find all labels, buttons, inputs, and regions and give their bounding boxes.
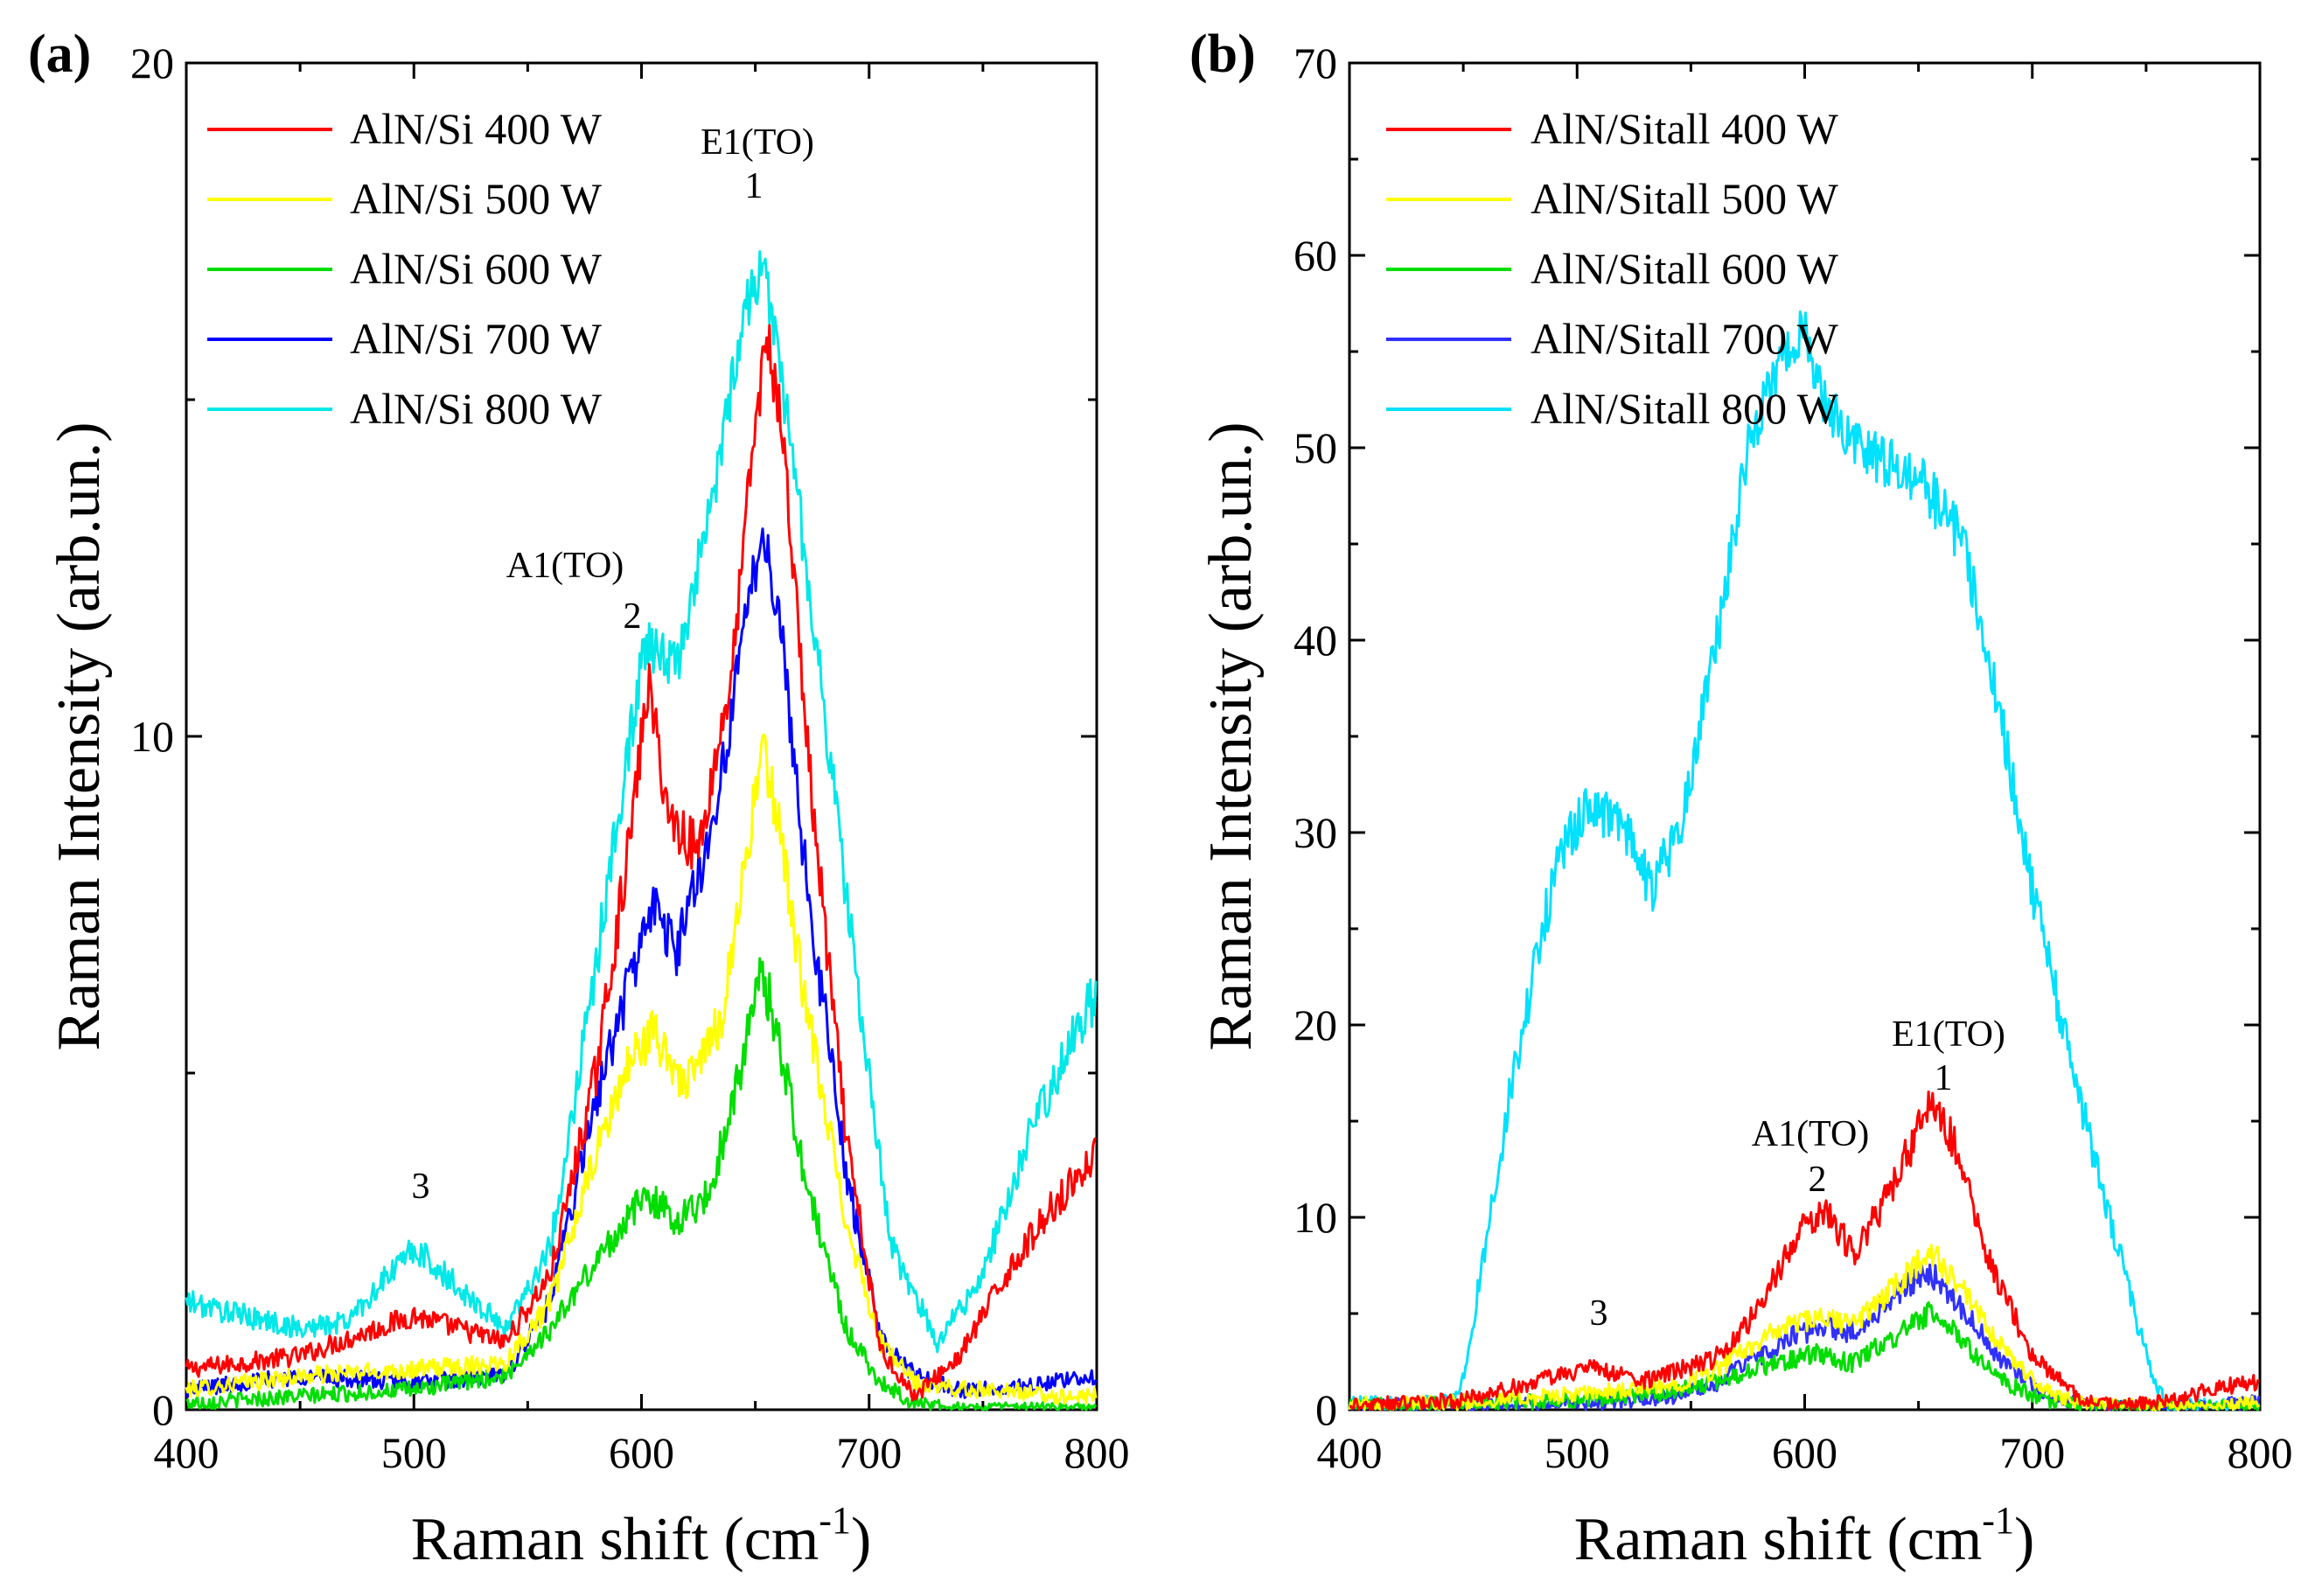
y-tick-label: 10 — [1293, 1193, 1337, 1242]
annotation-b-a1-label: A1(TO) — [1752, 1114, 1870, 1154]
x-tick-label: 600 — [609, 1428, 674, 1477]
series-line-5 — [1348, 310, 2261, 1411]
legend-label-b-4: AlN/Sitall 800 W — [1531, 384, 1839, 433]
annotation-a-a1-label: A1(TO) — [506, 546, 624, 586]
annotation-a-e1-label: E1(TO) — [701, 122, 814, 163]
legend-label-a-4: AlN/Si 800 W — [350, 384, 603, 433]
x-tick-label: 700 — [1999, 1428, 2065, 1477]
y-tick-label: 0 — [152, 1385, 174, 1434]
x-tick-label: 700 — [836, 1428, 902, 1477]
y-tick-label: 10 — [130, 712, 174, 761]
series-line-1 — [1349, 1091, 2260, 1411]
y-tick-label: 30 — [1293, 808, 1337, 857]
legend-label-a-0: AlN/Si 400 W — [350, 104, 603, 153]
y-tick-label: 20 — [1293, 1000, 1337, 1049]
series-line-5 — [185, 250, 1098, 1354]
x-tick-label: 500 — [1545, 1428, 1610, 1477]
x-tick-label: 600 — [1772, 1428, 1837, 1477]
panel-a-label: (a) — [28, 24, 91, 84]
panel-b-tick-labels: 400 500 600 700 800 0 10 20 30 40 50 60 70 — [1293, 38, 2293, 1477]
series-line-4 — [1349, 1263, 2261, 1411]
x-tick-label: 800 — [2228, 1428, 2293, 1477]
y-tick-label: 50 — [1293, 423, 1337, 472]
annotation-a-e1-number: 1 — [745, 166, 764, 206]
panel-a-x-axis-superscript: -1 — [819, 1499, 851, 1542]
panel-a-x-axis-title: Raman shift (cm-1) — [411, 1499, 872, 1573]
legend-label-b-0: AlN/Sitall 400 W — [1531, 104, 1839, 153]
series-line-3 — [185, 957, 1098, 1411]
x-tick-label: 400 — [154, 1428, 220, 1477]
y-tick-label: 60 — [1293, 231, 1337, 280]
legend-label-a-2: AlN/Si 600 W — [350, 244, 603, 293]
annotation-b-e1-number: 1 — [1935, 1058, 1953, 1098]
legend-label-a-1: AlN/Si 500 W — [350, 174, 603, 223]
panel-b-x-axis-title: Raman shift (cm-1) — [1574, 1499, 2035, 1573]
panel-a-ticks — [185, 61, 1098, 1411]
y-tick-label: 70 — [1293, 38, 1337, 87]
y-tick-label: 20 — [130, 38, 174, 87]
legend-label-a-3: AlN/Si 700 W — [350, 314, 603, 363]
panel-b: (b) 400 500 600 700 800 0 10 20 30 40 50 60 70 AlN/S… — [1189, 24, 2293, 1573]
x-tick-label: 500 — [381, 1428, 447, 1477]
annotation-b-e1-label: E1(TO) — [1892, 1014, 2005, 1055]
panel-a: (a) 400 500 600 700 800 0 10 20 AlN/Si 400 W Al… — [28, 24, 1130, 1573]
legend-label-b-2: AlN/Sitall 600 W — [1531, 244, 1839, 293]
annotation-b-peak3: 3 — [1590, 1293, 1608, 1334]
x-tick-label: 400 — [1317, 1428, 1383, 1477]
panel-b-x-axis-superscript: -1 — [1982, 1499, 2014, 1542]
y-tick-label: 40 — [1293, 616, 1337, 665]
x-tick-label: 800 — [1064, 1428, 1130, 1477]
annotation-b-a1-number: 2 — [1809, 1160, 1827, 1200]
panel-a-legend: AlN/Si 400 W AlN/Si 500 W AlN/Si 600 W A… — [207, 104, 603, 433]
panel-b-y-axis-title: Raman Intensity (arb.un.) — [1197, 422, 1265, 1050]
panel-b-label: (b) — [1189, 24, 1256, 84]
panel-a-y-axis-title: Raman Intensity (arb.un.) — [45, 422, 113, 1050]
panel-a-annotations: E1(TO) 1 A1(TO) 2 3 — [412, 122, 814, 1207]
panel-b-legend: AlN/Sitall 400 W AlN/Sitall 500 W AlN/Si… — [1386, 104, 1839, 433]
annotation-a-peak3: 3 — [412, 1167, 430, 1207]
panel-a-tick-labels: 400 500 600 700 800 0 10 20 — [130, 38, 1130, 1477]
panel-b-series-lines — [1348, 310, 2261, 1411]
legend-label-b-3: AlN/Sitall 700 W — [1531, 314, 1839, 363]
series-line-1 — [185, 324, 1097, 1402]
y-tick-label: 0 — [1315, 1385, 1337, 1434]
legend-label-b-1: AlN/Sitall 500 W — [1531, 174, 1839, 223]
annotation-a-a1-number: 2 — [624, 596, 642, 637]
series-line-2 — [185, 733, 1098, 1405]
series-line-4 — [185, 527, 1098, 1399]
panel-b-annotations: E1(TO) 1 A1(TO) 2 3 — [1590, 1014, 2005, 1334]
panel-a-series-lines — [185, 250, 1098, 1411]
